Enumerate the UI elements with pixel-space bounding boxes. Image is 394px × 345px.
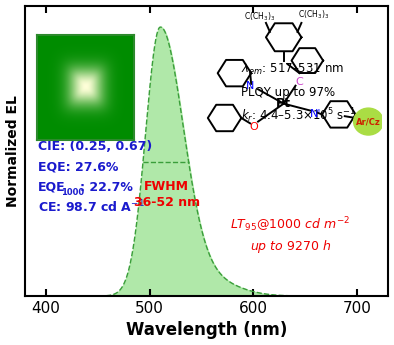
Text: EQE: EQE — [38, 180, 65, 194]
Text: FWHM
36-52 nm: FWHM 36-52 nm — [134, 180, 200, 209]
Text: $\it{LT}$$_{95}$$\it{@1000\ cd\ m^{-2}}$
$\it{up\ to\ 9270\ h}$: $\it{LT}$$_{95}$$\it{@1000\ cd\ m^{-2}}$… — [230, 215, 350, 255]
Text: N: N — [246, 81, 255, 91]
Text: O: O — [250, 122, 258, 132]
Circle shape — [354, 108, 383, 135]
Text: Pt: Pt — [276, 97, 291, 110]
Text: Ar/Cz: Ar/Cz — [356, 117, 381, 126]
Text: 1000: 1000 — [61, 188, 84, 197]
Text: $k_r$: 4.4–5.3×10$^5$ s$^{-1}$: $k_r$: 4.4–5.3×10$^5$ s$^{-1}$ — [241, 107, 357, 125]
Text: C(CH$_3$)$_3$: C(CH$_3$)$_3$ — [244, 10, 276, 23]
Text: N': N' — [309, 109, 321, 119]
Text: $\lambda_{em}$: 517–531 nm: $\lambda_{em}$: 517–531 nm — [241, 62, 344, 77]
Y-axis label: Normalized EL: Normalized EL — [6, 95, 20, 207]
X-axis label: Wavelength (nm): Wavelength (nm) — [126, 322, 288, 339]
Text: : 22.7%: : 22.7% — [80, 180, 132, 194]
Text: EQE: 27.6%: EQE: 27.6% — [38, 160, 118, 173]
Text: C(CH$_3$)$_3$: C(CH$_3$)$_3$ — [297, 9, 329, 21]
Text: PLQY up to 97%: PLQY up to 97% — [241, 86, 335, 99]
Text: C: C — [296, 77, 303, 87]
Text: Pt-1: Pt-1 — [88, 117, 119, 130]
Text: CIE: (0.25, 0.67): CIE: (0.25, 0.67) — [38, 140, 152, 153]
Text: CE: 98.7 cd A$^{-1}$: CE: 98.7 cd A$^{-1}$ — [38, 199, 145, 216]
